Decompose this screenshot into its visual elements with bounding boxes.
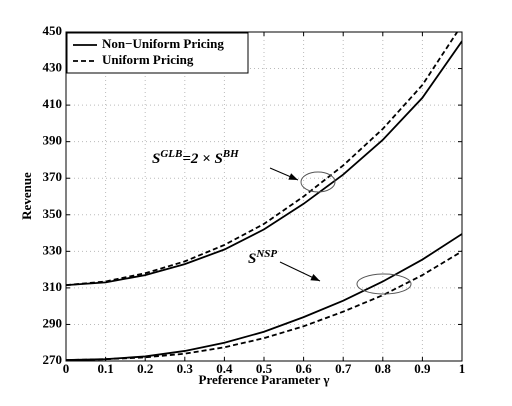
x-tick-label: 0.9 [414, 361, 431, 376]
x-tick-label: 0.1 [97, 361, 113, 376]
plot-lines [66, 32, 462, 361]
arrow-head [288, 173, 298, 180]
annotation: SGLB=2 × SBH [152, 148, 239, 168]
annotation-ellipse [300, 171, 336, 193]
legend-label: Non−Uniform Pricing [102, 36, 224, 51]
y-tick-label: 390 [43, 133, 63, 148]
y-tick-label: 350 [43, 206, 63, 221]
annotation-sup: GLB [160, 148, 182, 160]
x-tick-label: 0.3 [177, 361, 194, 376]
x-tick-label: 1 [459, 361, 466, 376]
series-line [66, 32, 459, 287]
y-tick-label: 270 [43, 352, 63, 367]
annotation: SNSP [248, 248, 277, 268]
x-axis-label: Preference Parameter γ [199, 372, 330, 387]
y-tick-label: 310 [43, 279, 63, 294]
y-tick-label: 410 [43, 96, 63, 111]
annotation-text: S [248, 251, 256, 267]
x-tick-label: 0.4 [216, 361, 233, 376]
legend-box [66, 32, 249, 74]
annotation-text: =2 × S [182, 151, 222, 167]
plot-frame [65, 31, 463, 362]
x-tick-label: 0.2 [137, 361, 153, 376]
arrow-head [310, 273, 320, 281]
y-tick-label: 370 [43, 169, 63, 184]
annotation-sup: BH [222, 148, 239, 160]
x-tick-label: 0.5 [256, 361, 273, 376]
x-tick-label: 0 [63, 361, 70, 376]
x-tick-label: 0.6 [295, 361, 312, 376]
y-tick-label: 430 [43, 60, 63, 75]
x-tick-label: 0.8 [375, 361, 392, 376]
series-line [66, 40, 462, 287]
legend-label: Uniform Pricing [102, 52, 194, 67]
y-axis-label: Revenue [19, 172, 34, 220]
annotation-text: S [152, 151, 160, 167]
y-tick-label: 450 [43, 23, 63, 38]
series-line [66, 250, 462, 361]
y-tick-label: 290 [43, 315, 63, 330]
annotation-sup: NSP [255, 248, 277, 260]
y-tick-label: 330 [43, 242, 63, 257]
annotation-ellipse [356, 273, 412, 295]
x-tick-label: 0.7 [335, 361, 352, 376]
